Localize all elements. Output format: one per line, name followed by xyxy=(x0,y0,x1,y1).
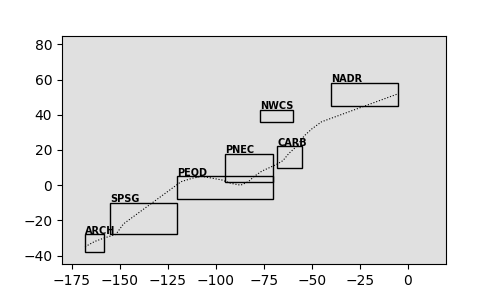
Text: PEQD: PEQD xyxy=(178,168,207,178)
Bar xyxy=(277,146,302,168)
Text: NADR: NADR xyxy=(331,74,362,84)
Text: PNEC: PNEC xyxy=(225,145,254,155)
Bar xyxy=(260,110,293,122)
Bar xyxy=(225,154,273,182)
Text: SPSG: SPSG xyxy=(110,194,139,204)
Text: CARB: CARB xyxy=(277,138,307,148)
Bar xyxy=(85,234,104,252)
Text: NWCS: NWCS xyxy=(260,101,293,111)
Bar xyxy=(331,83,398,106)
Bar xyxy=(110,203,178,234)
Text: ARCH: ARCH xyxy=(85,225,116,236)
Bar xyxy=(178,176,273,199)
